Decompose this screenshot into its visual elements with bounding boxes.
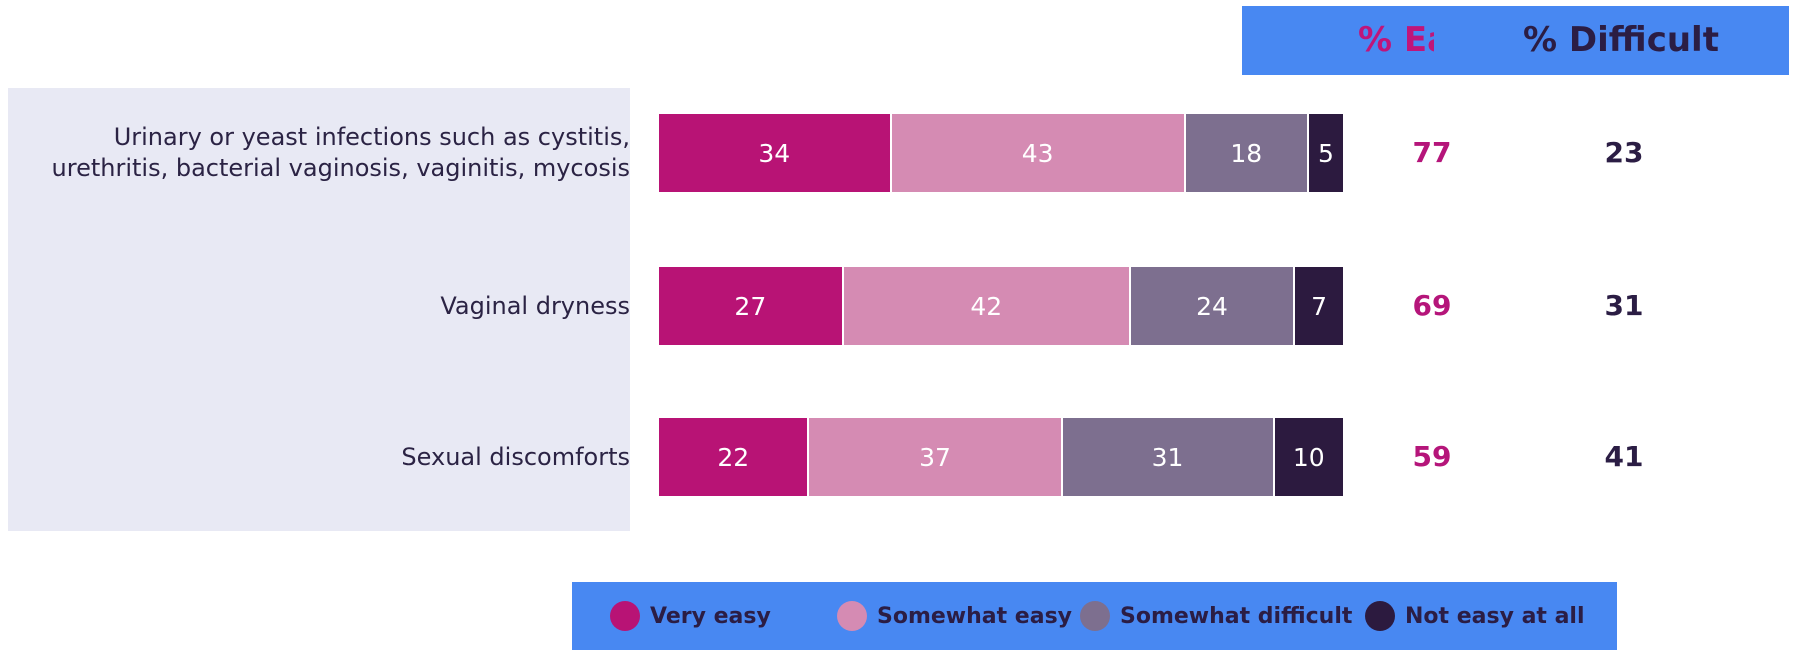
header-percent-difficult: % Difficult xyxy=(1523,20,1719,60)
bar-segment: 10 xyxy=(1274,418,1343,496)
bar-segment: 43 xyxy=(891,114,1186,192)
legend-item: Somewhat easy xyxy=(837,582,1072,650)
bar-segment: 24 xyxy=(1130,267,1296,345)
category-label-line: Sexual discomforts xyxy=(401,442,630,471)
category-label: Urinary or yeast infections such as cyst… xyxy=(52,122,630,184)
percent-easy-value: 59 xyxy=(1412,440,1452,473)
legend-swatch xyxy=(1365,601,1395,631)
legend-swatch xyxy=(1080,601,1110,631)
legend-label: Not easy at all xyxy=(1405,603,1585,629)
legend-item: Somewhat difficult xyxy=(1080,582,1352,650)
header-percent-easy: % Easy xyxy=(1358,20,1434,60)
legend-swatch xyxy=(610,601,640,631)
bar-segment: 18 xyxy=(1185,114,1309,192)
percent-easy-value: 77 xyxy=(1412,136,1452,169)
bar-segment: 31 xyxy=(1062,418,1275,496)
summary-header-band: % Easy % Difficult xyxy=(1242,6,1789,75)
legend-swatch xyxy=(837,601,867,631)
percent-difficult-value: 23 xyxy=(1604,136,1644,169)
bar-segment: 34 xyxy=(659,114,892,192)
legend-item: Very easy xyxy=(610,582,771,650)
legend-label: Somewhat easy xyxy=(877,603,1073,629)
legend-item: Not easy at all xyxy=(1365,582,1585,650)
bar-segment: 5 xyxy=(1308,114,1343,192)
percent-difficult-value: 31 xyxy=(1604,289,1644,322)
percent-difficult-value: 41 xyxy=(1604,440,1644,473)
category-label-panel xyxy=(8,88,630,531)
bar-segment: 37 xyxy=(809,418,1063,496)
legend-label: Somewhat difficult xyxy=(1120,603,1353,629)
category-label-line: Vaginal dryness xyxy=(440,291,630,320)
bar-segment: 27 xyxy=(659,267,844,345)
bar-segment: 7 xyxy=(1295,267,1343,345)
bar-segment: 42 xyxy=(843,267,1131,345)
category-label-line: urethritis, bacterial vaginosis, vaginit… xyxy=(51,154,630,182)
bar-segment: 22 xyxy=(659,418,810,496)
legend-label: Very easy xyxy=(650,603,771,629)
category-label-line: Urinary or yeast infections such as cyst… xyxy=(113,123,630,151)
legend: Very easy Somewhat easy Somewhat difficult… xyxy=(572,582,1617,650)
category-label: Vaginal dryness xyxy=(440,291,630,322)
percent-easy-value: 69 xyxy=(1412,289,1452,322)
category-label: Sexual discomforts xyxy=(401,442,630,473)
